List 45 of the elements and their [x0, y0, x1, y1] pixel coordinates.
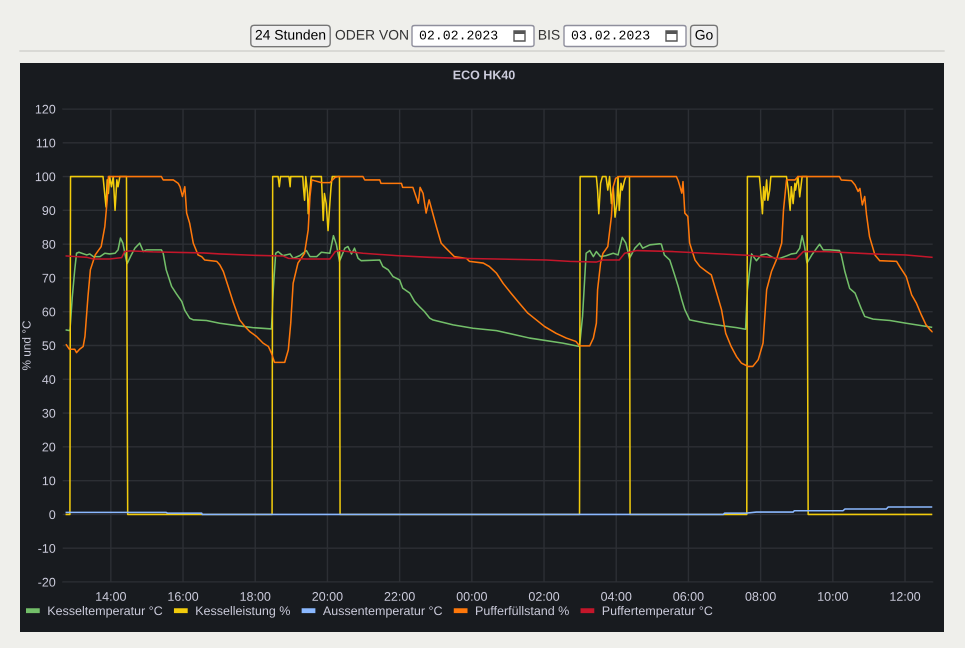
y-tick-label: 80 — [42, 240, 56, 249]
text: 02.02.2023 — [420, 30, 498, 40]
line-series — [66, 176, 932, 516]
y-tick-label: 40 — [42, 375, 56, 384]
text: ODER VON — [336, 30, 408, 40]
y-tick-label: 120 — [36, 104, 56, 114]
y-tick-label: 50 — [42, 341, 56, 350]
x-tick-label: 22:00 — [384, 592, 415, 601]
line-series — [66, 250, 933, 263]
y-tick-label: 60 — [42, 308, 56, 316]
x-tick-label: 04:00 — [601, 592, 632, 601]
x-tick-label: 00:00 — [456, 592, 487, 601]
line-series — [66, 234, 932, 348]
text: Go — [695, 30, 713, 40]
line-series — [66, 506, 932, 516]
x-tick-label: 06:00 — [673, 592, 704, 601]
legend-label: Kesseltemperatur °C — [48, 606, 162, 618]
legend-label: Kesselleistung % — [196, 606, 290, 618]
y-tick-label: 30 — [42, 408, 56, 418]
y-tick-label: 20 — [42, 442, 56, 452]
x-tick-label: 08:00 — [745, 592, 776, 601]
y-tick-label: 70 — [42, 274, 56, 283]
legend-label: Puffertemperatur °C — [602, 606, 712, 618]
x-tick-label: 12:00 — [890, 592, 920, 601]
x-tick-label: 02:00 — [528, 592, 560, 601]
x-tick-label: 14:00 — [96, 592, 126, 601]
y-tick-label: 90 — [42, 206, 56, 216]
y-axis-title: % und °C — [22, 320, 31, 370]
legend-label: Aussentemperatur °C — [322, 606, 442, 618]
text: 24 Stunden — [256, 30, 326, 40]
y-tick-label: 0 — [49, 510, 56, 520]
x-tick-label: 20:00 — [312, 592, 343, 601]
text: BIS — [538, 30, 560, 40]
x-tick-label: 10:00 — [818, 592, 848, 601]
legend-label: Pufferfüllstand % — [476, 606, 569, 616]
line-series — [66, 176, 933, 368]
chart-title: ECO HK40 — [454, 70, 515, 80]
y-tick-label: 110 — [36, 138, 56, 148]
x-tick-label: 16:00 — [168, 592, 198, 601]
y-tick-label: 100 — [36, 172, 56, 182]
text: 03.02.2023 — [572, 30, 650, 40]
y-tick-label: 10 — [42, 476, 56, 486]
y-tick-label: -20 — [38, 578, 56, 587]
x-tick-label: 18:00 — [240, 592, 270, 601]
y-tick-label: -10 — [38, 544, 56, 553]
